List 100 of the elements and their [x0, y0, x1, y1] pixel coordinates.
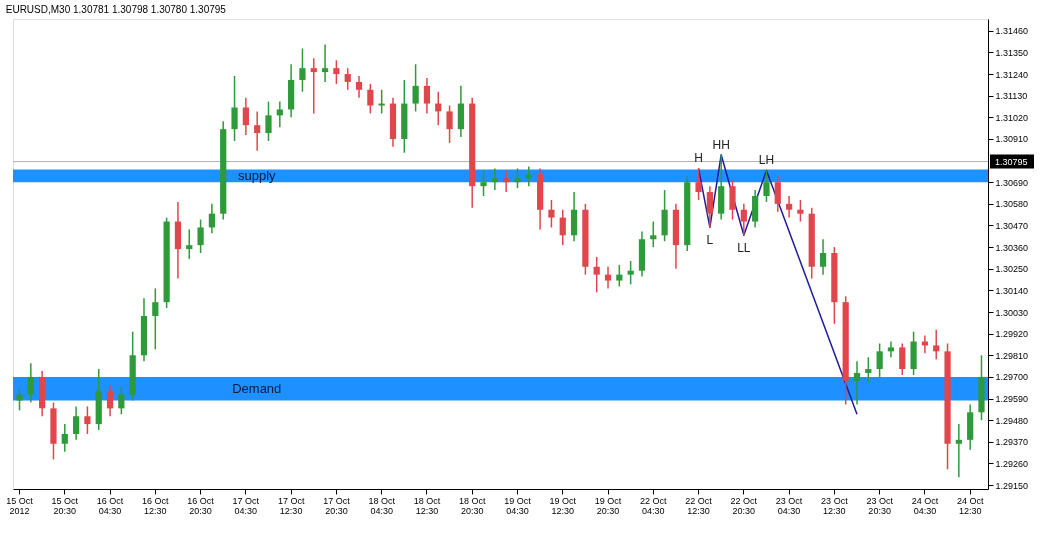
- candlestick: [446, 104, 453, 144]
- candlestick: [695, 167, 702, 201]
- y-tick-label: 1.30250: [995, 264, 1029, 275]
- candlestick: [559, 209, 566, 246]
- candlestick: [604, 266, 612, 290]
- line-series: [697, 153, 858, 416]
- ref-line-label: 1.30795: [995, 156, 1028, 167]
- candlestick: [152, 287, 159, 351]
- candlestick: [865, 356, 872, 384]
- candlestick: [208, 203, 216, 235]
- data-label: HH: [712, 137, 730, 152]
- y-tick-label: 1.31020: [995, 112, 1029, 123]
- x-tick-label: 24 Oct 04:30: [911, 495, 939, 516]
- candlestick: [16, 387, 23, 412]
- x-tick-label: 22 Oct 12:30: [685, 495, 713, 516]
- y-tick-label: 1.29260: [995, 458, 1029, 469]
- x-tick-label: 17 Oct 12:30: [277, 495, 305, 516]
- candlestick: [887, 340, 895, 358]
- x-tick-label: 19 Oct 04:30: [504, 495, 532, 516]
- x-tick-label: 23 Oct 20:30: [866, 495, 894, 516]
- x-tick-label: 22 Oct 20:30: [730, 495, 758, 516]
- candlestick: [310, 57, 317, 115]
- x-tick-label: 15 Oct 2012: [6, 495, 34, 516]
- candlestick: [265, 100, 272, 142]
- candlestick: [514, 167, 521, 189]
- candlestick: [423, 77, 431, 115]
- candlestick: [616, 264, 623, 288]
- candlestick: [231, 75, 238, 142]
- y-tick-label: 1.29590: [995, 394, 1029, 405]
- candlestick: [333, 59, 340, 85]
- candlestick: [72, 405, 80, 441]
- data-label: H: [694, 151, 703, 166]
- candlestick: [933, 328, 940, 360]
- y-tick-label: 1.30140: [995, 285, 1029, 296]
- candlestick: [740, 203, 747, 237]
- data-label: L: [706, 233, 714, 248]
- candlestick: [344, 67, 351, 91]
- x-tick-label: 16 Oct 20:30: [187, 495, 215, 516]
- y-tick-label: 1.31460: [995, 26, 1029, 37]
- y-tick-label: 1.29700: [995, 372, 1029, 383]
- y-tick-label: 1.30470: [995, 220, 1029, 231]
- candlestick: [899, 342, 906, 376]
- chart-title: EURUSD,M30 1.30781 1.30798 1.30780 1.30795: [5, 4, 227, 15]
- y-tick-label: 1.30580: [995, 199, 1029, 210]
- y-tick-label: 1.29810: [995, 350, 1029, 361]
- candlestick: [61, 423, 68, 453]
- y-tick-label: 1.29920: [995, 329, 1029, 340]
- x-tick-label: 16 Oct 04:30: [96, 495, 124, 516]
- candlestick: [84, 405, 91, 435]
- y-tick-label: 1.30030: [995, 307, 1029, 318]
- candlestick: [797, 199, 804, 223]
- x-tick-label: 16 Oct 12:30: [142, 495, 170, 516]
- x-tick-label: 24 Oct 12:30: [956, 495, 984, 516]
- x-tick-label: 15 Oct 20:30: [51, 495, 79, 516]
- candlestick: [276, 100, 283, 128]
- candlestick: [491, 167, 498, 191]
- y-tick-label: 1.29370: [995, 437, 1029, 448]
- y-tick-label: 1.31130: [995, 91, 1028, 102]
- x-tick-label: 18 Oct 12:30: [413, 495, 441, 516]
- candlestick: [378, 89, 385, 115]
- x-tick-label: 23 Oct 04:30: [775, 495, 803, 516]
- band-label: supply: [237, 167, 277, 183]
- candlestick: [106, 384, 114, 417]
- candlestick: [706, 185, 713, 229]
- data-label: LH: [758, 153, 775, 168]
- candlestick: [763, 169, 770, 203]
- candlestick: [955, 423, 962, 478]
- candlestick: [480, 169, 487, 197]
- candlestick: [321, 43, 329, 83]
- candlestick: [197, 218, 204, 254]
- candlestick: [118, 385, 125, 416]
- x-tick-label: 19 Oct 20:30: [594, 495, 622, 516]
- x-tick-label: 17 Oct 20:30: [323, 495, 351, 516]
- y-tick-label: 1.31350: [995, 47, 1029, 58]
- candlestick: [876, 342, 883, 378]
- candlestick: [853, 360, 861, 406]
- y-tick-label: 1.29480: [995, 415, 1029, 426]
- y-tick-label: 1.31240: [995, 69, 1029, 80]
- candlestick: [525, 165, 532, 187]
- candlestick: [242, 96, 249, 136]
- candlestick: [412, 63, 419, 113]
- candlestick: [186, 228, 193, 260]
- candlestick: [785, 195, 793, 219]
- data-label: LL: [737, 241, 751, 256]
- candlestick: [774, 175, 781, 213]
- candlestick: [503, 169, 510, 193]
- candlestick: [819, 238, 827, 276]
- candlestick: [729, 179, 736, 221]
- candlestick: [593, 256, 600, 294]
- y-tick-label: 1.30360: [995, 242, 1029, 253]
- y-tick-label: 1.30690: [995, 177, 1029, 188]
- candlestick: [367, 83, 374, 115]
- candlestick: [299, 47, 306, 93]
- candlestick: [355, 75, 363, 99]
- candlestick: [627, 260, 634, 286]
- x-tick-label: 19 Oct 12:30: [549, 495, 577, 516]
- y-tick-label: 1.29150: [995, 480, 1029, 491]
- y-tick-label: 1.30910: [995, 134, 1029, 145]
- x-tick-label: 18 Oct 04:30: [368, 495, 396, 516]
- x-tick-label: 18 Oct 20:30: [458, 495, 486, 516]
